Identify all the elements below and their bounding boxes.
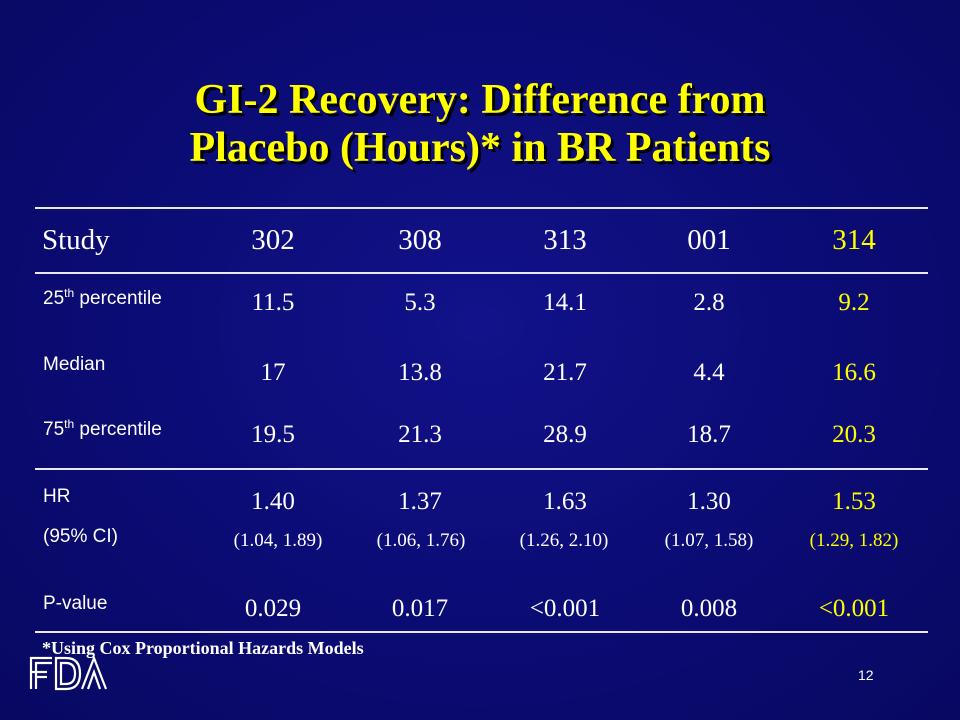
- cell-ci-001: (1.07, 1.58): [664, 530, 754, 551]
- header-study-313: 313: [543, 224, 587, 256]
- cell-median-308: 13.8: [398, 359, 442, 386]
- cell-hr-001: 1.30: [687, 488, 731, 515]
- row-label-95-ci: (95% CI): [43, 526, 118, 547]
- cell-p75-313: 28.9: [543, 421, 587, 448]
- title-line-1: GI-2 Recovery: Difference from: [194, 77, 766, 123]
- row-label-75th-percentile: 75th percentile: [43, 417, 162, 440]
- cell-p25-302: 11.5: [251, 289, 295, 316]
- cell-p25-313: 14.1: [543, 289, 587, 316]
- row-label-hr: HR: [43, 486, 71, 507]
- percentile-block-rule: [35, 468, 928, 470]
- cell-pvalue-302: 0.029: [244, 595, 302, 622]
- cell-median-314: 16.6: [832, 359, 876, 386]
- title-line-2: Placebo (Hours)* in BR Patients: [189, 125, 771, 171]
- row-label-median: Median: [43, 354, 106, 375]
- cell-p25-001: 2.8: [693, 289, 725, 316]
- cell-median-001: 4.4: [693, 359, 725, 386]
- footnote: *Using Cox Proportional Hazards Models: [42, 638, 364, 658]
- cell-pvalue-314: <0.001: [818, 595, 890, 622]
- row-label-p-value: P-value: [43, 593, 108, 614]
- cell-p75-308: 21.3: [398, 421, 442, 448]
- header-bottom-rule: [35, 272, 928, 274]
- header-study-label: Study: [42, 224, 110, 256]
- page-number: 12: [858, 667, 874, 683]
- table-bottom-rule: [35, 631, 928, 633]
- header-study-308: 308: [398, 224, 442, 256]
- cell-hr-313: 1.63: [543, 488, 587, 515]
- slide-title: GI-2 Recovery: Difference from Placebo (…: [60, 76, 900, 172]
- cell-ci-314: (1.29, 1.82): [809, 530, 899, 551]
- header-study-001: 001: [687, 224, 731, 256]
- row-label-25th-percentile: 25th percentile: [43, 286, 162, 309]
- header-study-314: 314: [832, 224, 876, 256]
- cell-p75-314: 20.3: [832, 421, 876, 448]
- cell-pvalue-313: <0.001: [529, 595, 601, 622]
- fda-logo: [29, 654, 108, 691]
- cell-p25-314: 9.2: [838, 289, 870, 316]
- table-top-rule: [35, 207, 928, 209]
- cell-median-313: 21.7: [543, 359, 587, 386]
- cell-p25-308: 5.3: [404, 289, 436, 316]
- cell-p75-302: 19.5: [251, 421, 295, 448]
- header-study-302: 302: [251, 224, 295, 256]
- cell-ci-302: (1.04, 1.89): [233, 530, 323, 551]
- cell-pvalue-308: 0.017: [391, 595, 449, 622]
- cell-hr-308: 1.37: [398, 488, 442, 515]
- cell-ci-313: (1.26, 2.10): [519, 530, 609, 551]
- cell-ci-308: (1.06, 1.76): [376, 530, 466, 551]
- cell-p75-001: 18.7: [687, 421, 731, 448]
- cell-pvalue-001: 0.008: [680, 595, 738, 622]
- cell-median-302: 17: [260, 359, 286, 386]
- cell-hr-302: 1.40: [251, 488, 295, 515]
- cell-hr-314: 1.53: [832, 488, 876, 515]
